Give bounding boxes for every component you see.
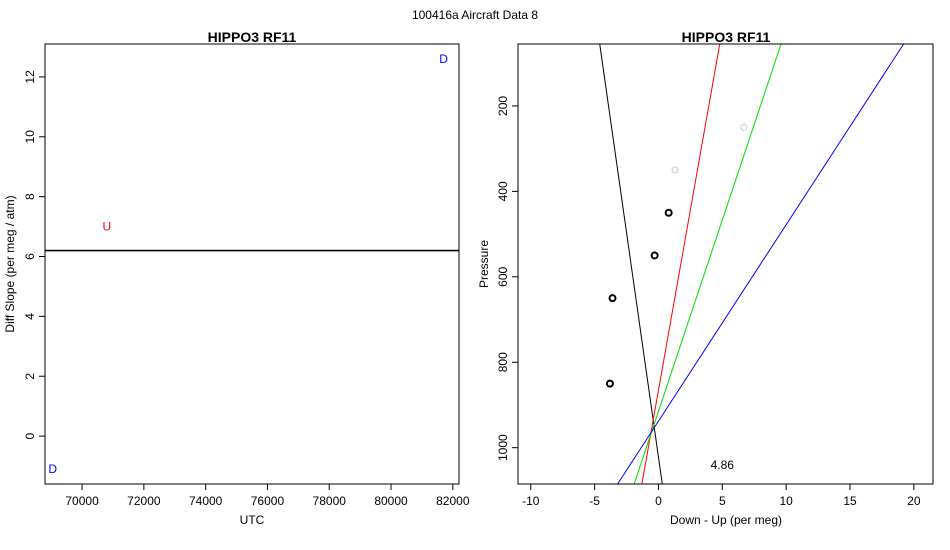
left-panel: HIPPO3 RF11 70000 72000 74000 76000 78000 800… [3, 29, 470, 527]
left-x-tick-label: 74000 [189, 494, 223, 508]
right-fit-line [599, 43, 663, 485]
right-data-point [664, 208, 673, 217]
right-panel: HIPPO3 RF11 -10 -5 0 5 10 15 20 200 400 600 800 10… [477, 29, 934, 527]
left-y-tick-label: 2 [23, 373, 37, 380]
left-y-tick-label: 12 [23, 70, 37, 84]
right-x-tick-label: -10 [522, 494, 540, 508]
left-x-axis: 70000 72000 74000 76000 78000 80000 82000 [65, 484, 470, 508]
right-x-tick-label: 15 [843, 494, 857, 508]
figure-suptitle: 100416a Aircraft Data 8 [412, 8, 538, 22]
left-point-label: D [48, 462, 57, 476]
right-y-tick-label: 200 [496, 96, 510, 116]
right-y-axis-label: Pressure [477, 240, 491, 288]
left-x-tick-label: 82000 [436, 494, 470, 508]
left-point-label: U [102, 220, 111, 234]
left-y-tick-label: 8 [23, 193, 37, 200]
right-x-tick-label: 5 [719, 494, 726, 508]
left-x-axis-label: UTC [240, 513, 265, 527]
right-fit-line [617, 43, 905, 485]
right-plot-marks [605, 123, 748, 388]
right-data-point [608, 294, 617, 303]
right-y-tick-label: 800 [496, 352, 510, 372]
left-y-axis-label: Diff Slope (per meg / atm) [3, 195, 17, 332]
left-x-tick-label: 70000 [65, 494, 99, 508]
right-data-point [650, 251, 659, 260]
right-x-axis: -10 -5 0 5 10 15 20 [522, 484, 921, 508]
left-y-axis: 0 2 4 6 8 10 12 [23, 70, 45, 439]
right-plot-frame [517, 43, 934, 485]
right-x-axis-label: Down - Up (per meg) [670, 513, 782, 527]
right-y-tick-label: 1000 [496, 434, 510, 461]
left-plot-marks: D U D [45, 52, 459, 476]
right-annotation: 4.86 [711, 458, 735, 472]
right-fit-line [633, 43, 782, 485]
left-y-tick-label: 10 [23, 130, 37, 144]
right-x-tick-label: -5 [589, 494, 600, 508]
left-y-tick-label: 6 [23, 253, 37, 260]
left-x-tick-label: 80000 [374, 494, 408, 508]
right-x-tick-label: 20 [907, 494, 921, 508]
left-x-tick-label: 76000 [251, 494, 285, 508]
left-point-label: D [439, 52, 448, 66]
left-x-tick-label: 72000 [127, 494, 161, 508]
right-fit-lines [599, 43, 905, 485]
left-plot-frame [44, 43, 460, 485]
right-x-tick-label: 0 [655, 494, 662, 508]
left-y-tick-label: 4 [23, 313, 37, 320]
left-chart-title: HIPPO3 RF11 [208, 29, 297, 45]
right-y-tick-label: 400 [496, 181, 510, 201]
right-data-point [605, 379, 614, 388]
right-x-tick-label: 10 [779, 494, 793, 508]
right-y-tick-label: 600 [496, 266, 510, 286]
left-x-tick-label: 78000 [313, 494, 347, 508]
left-y-tick-label: 0 [23, 432, 37, 439]
right-fit-line [641, 43, 721, 485]
right-y-axis: 200 400 600 800 1000 [496, 96, 518, 461]
right-data-point [671, 166, 679, 174]
right-chart-title: HIPPO3 RF11 [682, 29, 771, 45]
right-data-point [740, 123, 748, 131]
